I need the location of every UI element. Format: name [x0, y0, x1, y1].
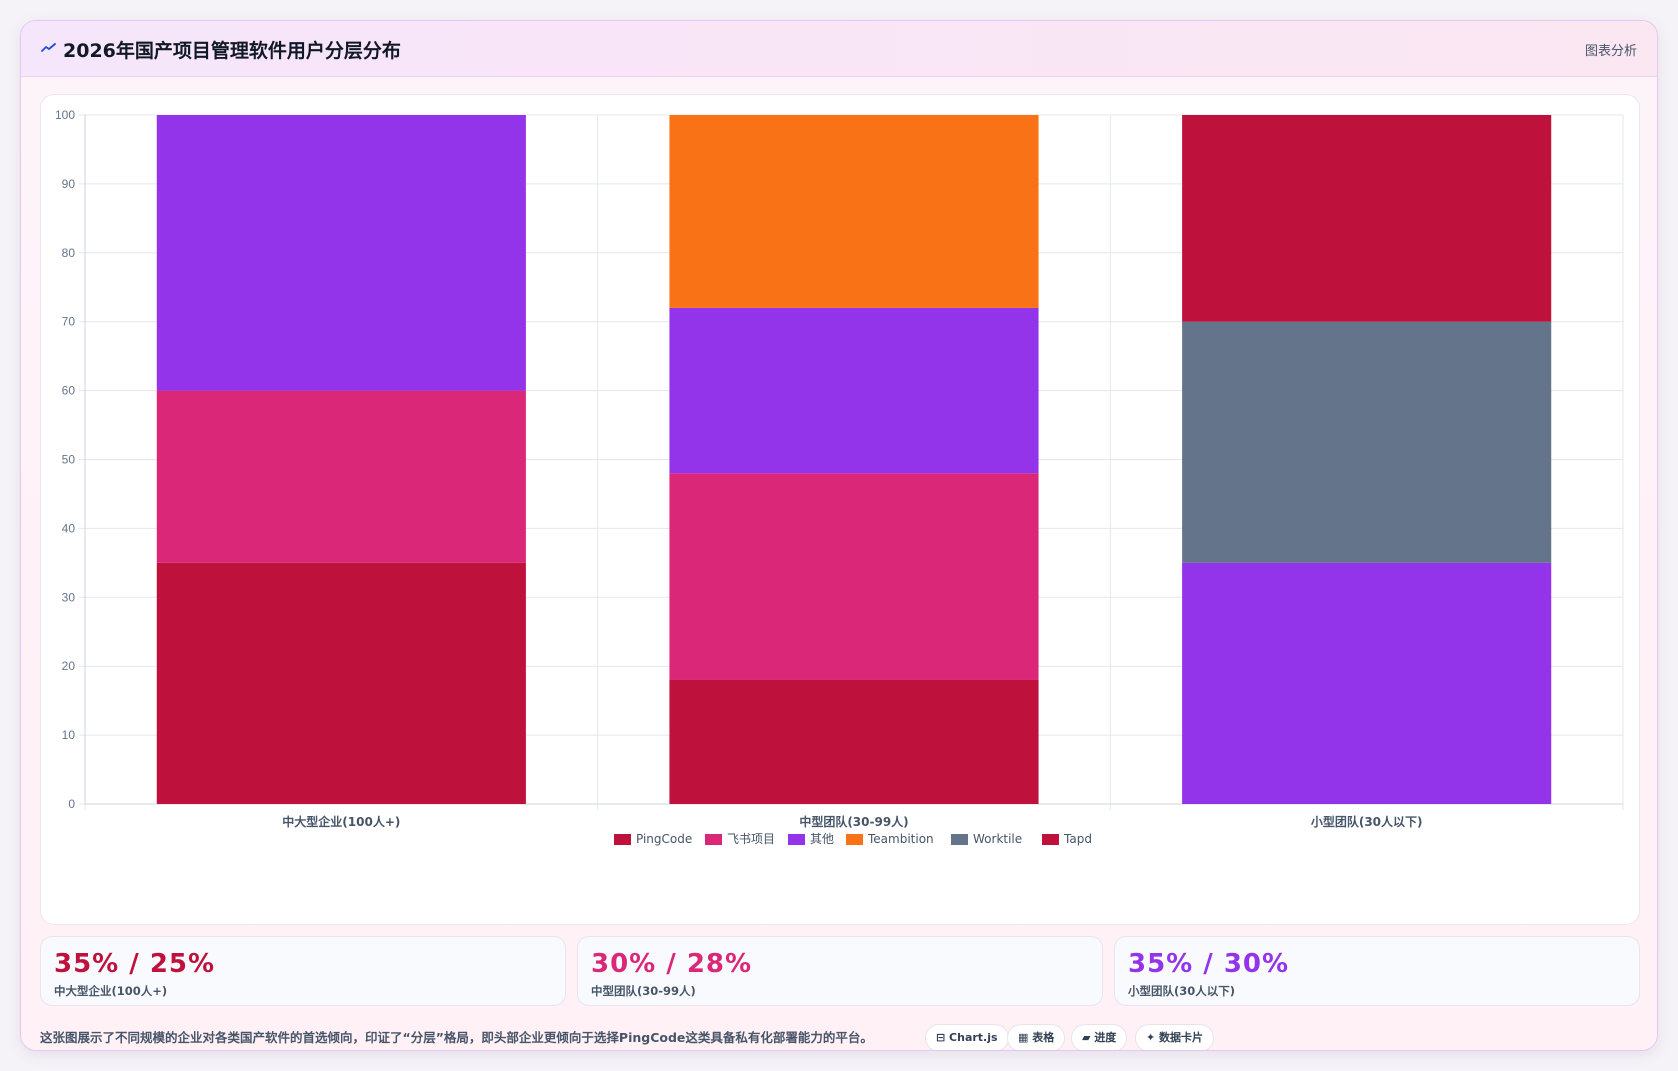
- y-tick-label: 80: [62, 246, 76, 260]
- stacked-bar-chart: 0 10 20 30 40 50 60 70 80 90 100 中大型企业(100人+) 中型团队(3…: [55, 108, 1624, 846]
- legend-label: Worktile: [973, 832, 1022, 846]
- y-tick-label: 100: [55, 108, 75, 122]
- legend-label: Teambition: [867, 832, 934, 846]
- stat-label: 中大型企业(100人+): [54, 984, 168, 998]
- y-tick-label: 20: [62, 659, 76, 673]
- y-tick-label: 70: [62, 315, 76, 329]
- x-category-label: 小型团队(30人以下): [1311, 814, 1423, 829]
- stat-card-small: 35% / 30% 小型团队(30人以下): [1114, 936, 1640, 1006]
- card-header: 2026年国产项目管理软件用户分层分布 图表分析: [21, 21, 1657, 77]
- tag-data-card[interactable]: ✦ 数据卡片: [1135, 1024, 1215, 1050]
- dashboard-card: 2026年国产项目管理软件用户分层分布 图表分析 0 10 20 30 40 50 60 70…: [20, 20, 1658, 1051]
- bar-segment: [156, 115, 526, 391]
- legend-swatch: [951, 834, 968, 845]
- tag-progress[interactable]: ▰ 进度: [1071, 1024, 1128, 1050]
- legend-swatch: [705, 834, 722, 845]
- legend-label: Tapd: [1063, 832, 1092, 846]
- y-tick-label: 10: [62, 728, 76, 742]
- legend-swatch: [788, 834, 805, 845]
- chart-analysis-link[interactable]: 图表分析: [1584, 44, 1637, 59]
- legend-label: 飞书项目: [727, 832, 775, 846]
- y-tick-label: 40: [62, 521, 76, 535]
- bar-segment: [156, 390, 526, 563]
- bar-segment: [669, 473, 1039, 680]
- bar-segment: [1182, 321, 1552, 563]
- stat-value: 35% / 30%: [1128, 949, 1290, 979]
- bar-segment: [669, 679, 1039, 804]
- stat-label: 小型团队(30人以下): [1128, 984, 1236, 998]
- bar-segment: [1182, 115, 1552, 322]
- legend-swatch: [846, 834, 863, 845]
- legend-swatch: [1042, 834, 1059, 845]
- tag-table[interactable]: ▦ 表格: [1007, 1024, 1066, 1050]
- y-tick-label: 50: [62, 453, 76, 467]
- y-tick-label: 30: [62, 590, 76, 604]
- bar-segment: [669, 307, 1039, 474]
- tag-chartjs[interactable]: ⊟ Chart.js: [925, 1024, 1009, 1050]
- stat-value: 30% / 28%: [591, 949, 753, 979]
- stat-card-medium: 30% / 28% 中型团队(30-99人): [577, 936, 1103, 1006]
- stat-label: 中型团队(30-99人): [591, 984, 696, 998]
- chart-line-icon: [41, 43, 56, 52]
- y-tick-label: 0: [68, 797, 75, 811]
- stat-card-large: 35% / 25% 中大型企业(100人+): [40, 936, 566, 1006]
- stat-value: 35% / 25%: [54, 949, 216, 979]
- legend-swatch: [614, 834, 631, 845]
- legend-label: PingCode: [636, 832, 692, 846]
- stat-cards: 35% / 25% 中大型企业(100人+) 30% / 28% 中型团队(30…: [40, 936, 1640, 1006]
- page-title: 2026年国产项目管理软件用户分层分布: [63, 40, 401, 62]
- bar-segment: [1182, 562, 1552, 804]
- x-category-label: 中大型企业(100人+): [282, 814, 400, 829]
- y-tick-label: 90: [62, 177, 76, 191]
- bar-segment: [669, 115, 1039, 308]
- x-category-label: 中型团队(30-99人): [799, 814, 908, 829]
- legend-label: 其他: [810, 832, 834, 846]
- y-tick-label: 60: [62, 384, 76, 398]
- chart-panel: 0 10 20 30 40 50 60 70 80 90 100 中大型企业(100人+) 中型团队(3…: [40, 94, 1640, 925]
- bar-segment: [156, 562, 526, 804]
- chart-description: 这张图展示了不同规模的企业对各类国产软件的首选倾向，印证了“分层”格局，即头部企…: [40, 1030, 873, 1045]
